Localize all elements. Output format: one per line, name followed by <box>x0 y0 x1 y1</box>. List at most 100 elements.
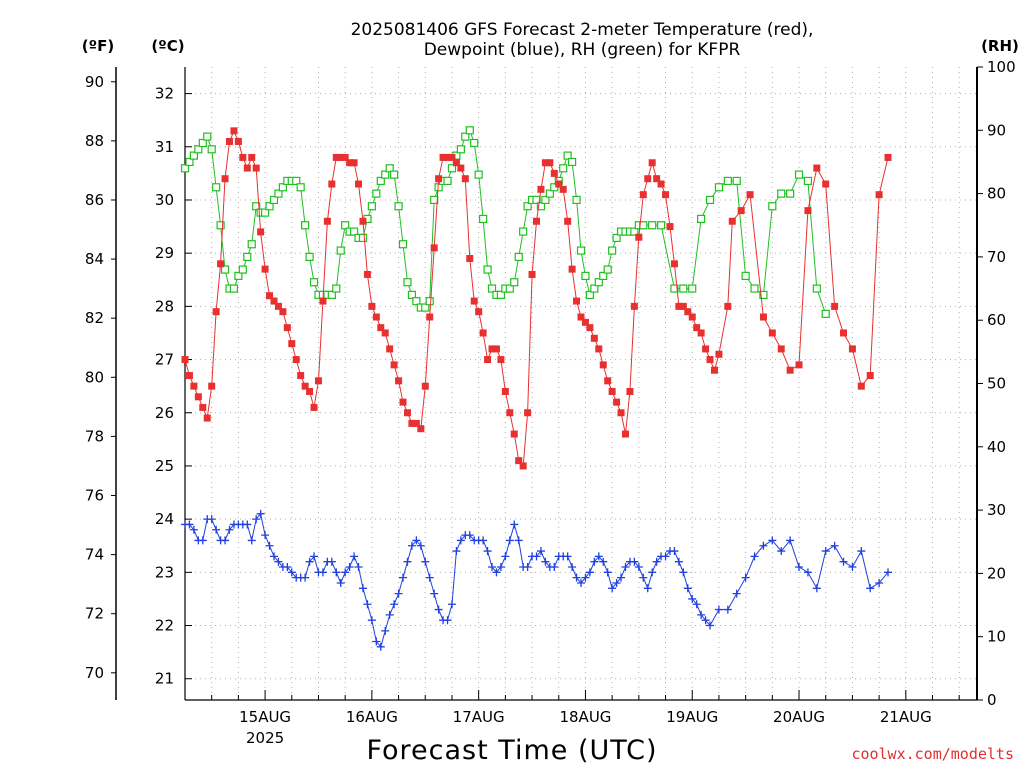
rh-point <box>243 252 252 261</box>
rh-point <box>305 252 314 261</box>
rh-point <box>603 265 612 274</box>
dewpoint-point <box>692 600 701 609</box>
rh-point <box>247 240 256 249</box>
dewpoint-point <box>354 563 363 572</box>
dewpoint-point <box>407 541 416 550</box>
title-line-1: 2025081406 GFS Forecast 2-meter Temperat… <box>351 20 814 40</box>
rh-point <box>278 183 287 192</box>
dewpoint-point <box>479 536 488 545</box>
temperature-point <box>479 329 487 337</box>
dewpoint-point <box>425 573 434 582</box>
celsius-tick-label: 27 <box>155 351 174 369</box>
dewpoint-point <box>247 536 256 545</box>
rh-point <box>194 145 203 154</box>
temperature-point <box>390 361 398 369</box>
dewpoint-point <box>884 568 893 577</box>
temperature-point <box>590 334 598 342</box>
celsius-tick-label: 30 <box>155 191 174 209</box>
rh-point <box>563 151 572 160</box>
temperature-point <box>248 153 256 161</box>
dewpoint-point <box>265 541 274 550</box>
temperature-point <box>310 403 318 411</box>
rh-point <box>220 265 230 274</box>
temperature-point <box>746 191 754 199</box>
rh-point <box>358 233 368 243</box>
x-day-label: 16AUG <box>346 708 398 726</box>
dewpoint-point <box>585 568 594 577</box>
dewpoint-point <box>563 552 572 561</box>
rh-tick-label: 10 <box>987 628 1006 646</box>
dewpoint-point <box>274 557 283 566</box>
temperature-point <box>225 137 233 145</box>
temperature-point <box>243 164 251 172</box>
rh-point <box>372 189 381 198</box>
rh-point <box>496 290 506 299</box>
rh-point <box>536 202 546 211</box>
rh-tick-label: 30 <box>987 501 1006 519</box>
temperature-point <box>417 425 425 433</box>
rh-series <box>180 126 830 318</box>
dewpoint-point <box>594 552 603 561</box>
rh-point <box>260 208 270 217</box>
temperature-point <box>439 153 447 161</box>
rh-point <box>180 164 190 173</box>
temperature-point <box>488 345 496 353</box>
rh-unit-label: (RH) <box>981 37 1019 55</box>
temperature-point <box>430 244 438 252</box>
temperature-point <box>274 302 282 310</box>
temperature-point <box>795 361 803 369</box>
temperature-point <box>710 366 718 374</box>
rh-point <box>630 227 639 236</box>
rh-point <box>189 151 198 160</box>
temperature-point <box>528 270 536 278</box>
rh-point <box>545 189 554 198</box>
dewpoint-point <box>697 610 706 619</box>
rh-point <box>559 164 568 173</box>
temperature-point <box>684 308 692 316</box>
rh-point <box>229 284 239 293</box>
dewpoint-point <box>732 589 741 598</box>
dewpoint-point <box>670 547 679 556</box>
temperature-point <box>190 382 198 390</box>
dewpoint-point <box>674 557 683 566</box>
temperature-point <box>319 297 327 305</box>
temperature-point <box>292 356 300 364</box>
dewpoint-point <box>603 568 612 577</box>
temperature-point <box>768 329 776 337</box>
dewpoint-point <box>372 637 381 646</box>
dewpoint-point <box>412 536 421 545</box>
dewpoint-point <box>679 568 688 577</box>
rh-point <box>381 170 390 179</box>
temperature-point <box>604 377 612 385</box>
temperature-point <box>306 387 314 395</box>
dewpoint-point <box>381 626 390 635</box>
dewpoint-point <box>701 616 710 625</box>
rh-point <box>812 284 821 293</box>
temperature-point <box>524 409 532 417</box>
temperature-point <box>337 153 345 161</box>
rh-point <box>612 233 621 243</box>
rh-point <box>336 246 345 255</box>
temperature-point <box>639 191 647 199</box>
rh-point <box>327 290 336 299</box>
dewpoint-point <box>456 536 465 545</box>
dewpoint-point <box>310 552 319 561</box>
dewpoint-point <box>496 563 505 572</box>
temperature-point <box>693 324 701 332</box>
dewpoint-point <box>812 584 821 593</box>
temperature-point <box>840 329 848 337</box>
temperature-point <box>670 260 678 268</box>
fahrenheit-tick-label: 90 <box>85 73 104 91</box>
dewpoint-point <box>786 536 795 545</box>
temperature-point <box>466 254 474 262</box>
rh-point <box>470 138 479 148</box>
fahrenheit-tick-label: 86 <box>85 191 104 209</box>
dewpoint-point <box>207 515 216 524</box>
rh-point <box>198 138 207 148</box>
temperature-point <box>546 159 554 167</box>
rh-point <box>292 176 301 186</box>
rh-point <box>599 271 608 280</box>
rh-tick-label: 40 <box>987 438 1006 456</box>
dewpoint-point <box>221 536 230 545</box>
temperature-point <box>363 270 371 278</box>
